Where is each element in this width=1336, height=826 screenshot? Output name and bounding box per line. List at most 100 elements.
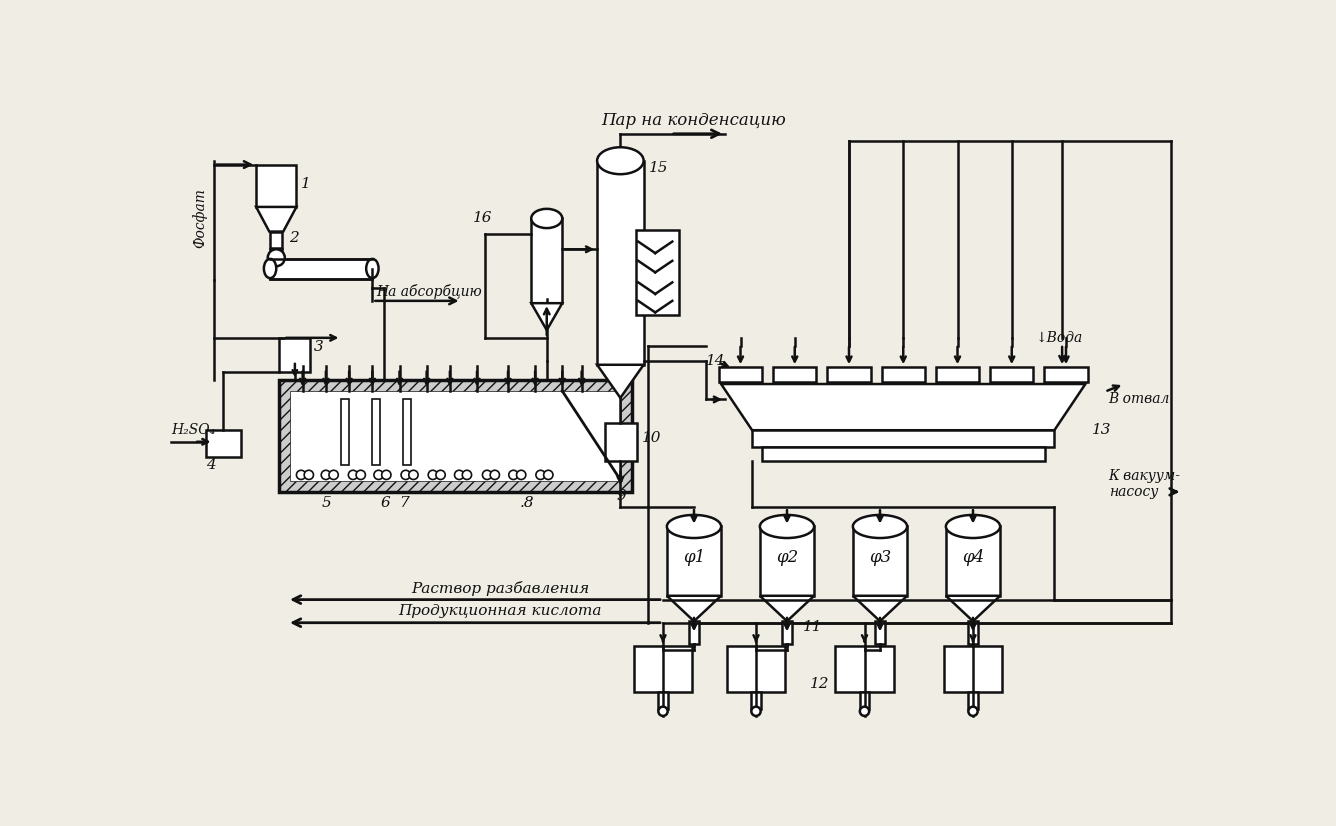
Bar xyxy=(875,621,886,644)
Bar xyxy=(403,400,411,465)
Circle shape xyxy=(357,470,366,480)
Bar xyxy=(633,646,692,692)
Polygon shape xyxy=(532,303,562,330)
Bar xyxy=(597,161,644,365)
Bar xyxy=(827,367,871,382)
Text: 10: 10 xyxy=(643,431,661,445)
Text: φ4: φ4 xyxy=(962,548,985,566)
Polygon shape xyxy=(946,596,1001,621)
Text: 4: 4 xyxy=(206,458,215,472)
Bar xyxy=(763,447,1045,461)
Circle shape xyxy=(454,470,464,480)
Circle shape xyxy=(401,470,410,480)
Text: 2: 2 xyxy=(290,230,299,244)
Bar xyxy=(667,526,721,596)
Circle shape xyxy=(305,470,314,480)
Circle shape xyxy=(374,470,383,480)
Ellipse shape xyxy=(265,259,277,278)
Bar xyxy=(967,621,978,644)
Bar xyxy=(969,692,978,709)
Circle shape xyxy=(428,470,437,480)
Circle shape xyxy=(659,707,668,716)
Text: φ3: φ3 xyxy=(868,548,891,566)
Bar xyxy=(270,231,282,249)
Bar xyxy=(751,692,760,709)
Text: 15: 15 xyxy=(649,161,668,175)
Circle shape xyxy=(509,470,518,480)
Text: 3: 3 xyxy=(314,340,325,354)
Circle shape xyxy=(349,470,358,480)
Bar xyxy=(760,526,814,596)
Text: Продукционная кислота: Продукционная кислота xyxy=(398,604,603,618)
Bar xyxy=(882,367,925,382)
Ellipse shape xyxy=(366,259,378,278)
Circle shape xyxy=(297,470,306,480)
Ellipse shape xyxy=(760,515,814,538)
Text: ↓Вода: ↓Вода xyxy=(1035,331,1082,344)
Text: В отвал: В отвал xyxy=(1109,392,1170,406)
Bar xyxy=(279,380,632,491)
Bar xyxy=(943,646,1002,692)
Bar xyxy=(636,230,679,315)
Text: Раствор разбавления: Раствор разбавления xyxy=(411,581,589,596)
Text: 14: 14 xyxy=(705,354,725,368)
Bar xyxy=(605,423,637,461)
Bar xyxy=(257,164,297,207)
Bar xyxy=(1045,367,1088,382)
Circle shape xyxy=(329,470,338,480)
Bar xyxy=(373,400,381,465)
Circle shape xyxy=(409,470,418,480)
Bar xyxy=(946,526,1001,596)
Bar xyxy=(752,430,1054,447)
Bar xyxy=(835,646,894,692)
Bar xyxy=(782,621,792,644)
Circle shape xyxy=(462,470,472,480)
Circle shape xyxy=(969,707,978,716)
Bar xyxy=(990,367,1034,382)
Polygon shape xyxy=(760,596,814,621)
Polygon shape xyxy=(667,596,721,621)
Polygon shape xyxy=(597,365,644,398)
Text: H₂SO₄: H₂SO₄ xyxy=(171,423,215,437)
Bar xyxy=(279,338,310,373)
Bar xyxy=(532,218,562,303)
Ellipse shape xyxy=(597,147,644,174)
Text: Пар на конденсацию: Пар на конденсацию xyxy=(601,112,786,129)
Circle shape xyxy=(517,470,526,480)
Text: 12: 12 xyxy=(810,677,830,691)
Text: 11: 11 xyxy=(803,620,822,634)
Text: 5: 5 xyxy=(322,496,331,510)
Bar xyxy=(206,430,240,457)
Polygon shape xyxy=(721,384,1085,430)
Bar xyxy=(270,259,373,278)
Ellipse shape xyxy=(946,515,1001,538)
Circle shape xyxy=(482,470,492,480)
Text: К вакуум-
насосу: К вакуум- насосу xyxy=(1109,469,1181,499)
Text: 7: 7 xyxy=(399,496,409,510)
Text: 9: 9 xyxy=(616,489,627,503)
Text: 13: 13 xyxy=(1092,423,1112,437)
Circle shape xyxy=(490,470,500,480)
Circle shape xyxy=(536,470,545,480)
Bar xyxy=(860,692,870,709)
Bar xyxy=(290,391,621,481)
Ellipse shape xyxy=(667,515,721,538)
Bar xyxy=(659,692,668,709)
Bar xyxy=(719,367,763,382)
Text: 1: 1 xyxy=(301,177,311,191)
Circle shape xyxy=(751,707,760,716)
Text: φ2: φ2 xyxy=(776,548,798,566)
Bar xyxy=(774,367,816,382)
Circle shape xyxy=(321,470,330,480)
Circle shape xyxy=(436,470,445,480)
Bar xyxy=(688,621,700,644)
Polygon shape xyxy=(257,207,297,231)
Circle shape xyxy=(382,470,391,480)
Text: 16: 16 xyxy=(473,211,493,225)
Ellipse shape xyxy=(852,515,907,538)
Bar xyxy=(727,646,786,692)
Text: Фосфат: Фосфат xyxy=(192,188,207,249)
Text: На абсорбцию: На абсорбцию xyxy=(377,284,482,299)
Text: φ1: φ1 xyxy=(683,548,705,566)
Ellipse shape xyxy=(532,209,562,228)
